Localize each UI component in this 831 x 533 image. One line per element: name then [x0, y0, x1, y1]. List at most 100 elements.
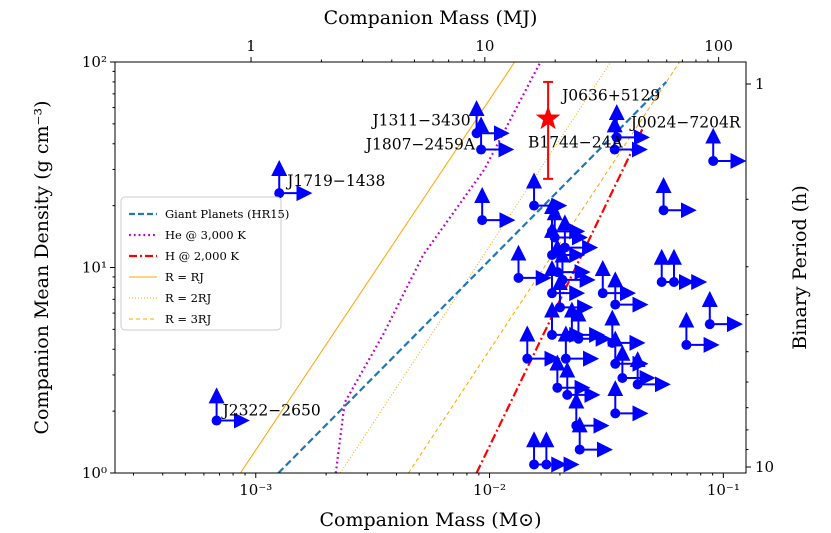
lower-limit-point [538, 431, 580, 473]
legend-label: Giant Planets (HR15) [165, 207, 289, 221]
r-1rj-curve [240, 62, 516, 473]
lower-limit-point [559, 361, 601, 403]
lower-limit-point [568, 392, 610, 434]
lower-limit-point [570, 305, 612, 347]
point-marker [610, 358, 621, 369]
lower-limit-point [705, 127, 747, 169]
point-marker [559, 242, 570, 253]
point-marker [609, 144, 620, 155]
measured-point [535, 80, 561, 180]
lower-limit-point [546, 204, 588, 246]
point-marker [610, 408, 621, 419]
legend: Giant Planets (HR15) He @ 3,000 K H @ 2,00… [120, 196, 289, 331]
lower-limit-point [563, 301, 606, 343]
lower-limit-point [629, 351, 671, 393]
x-tick-label: 10⁻² [473, 481, 506, 499]
point-marker [476, 144, 487, 155]
point-marker [529, 200, 540, 211]
x-axis-label: Companion Mass (M⊙) [319, 509, 541, 531]
point-marker [547, 288, 558, 299]
point-marker [477, 215, 488, 226]
lower-limit-point [549, 354, 591, 396]
lower-limit-point [614, 344, 656, 386]
lower-limit-point [208, 387, 250, 429]
lower-limit-point [607, 330, 649, 372]
legend-box [120, 196, 282, 331]
y-tick-label: 10¹ [82, 259, 107, 277]
lower-limit-point [607, 271, 649, 313]
lower-limit-point [510, 244, 552, 286]
y-tick-label: 10⁰ [82, 464, 107, 482]
y-axis-label: Companion Mean Density (g cm⁻³) [31, 100, 53, 434]
lower-limit-point [606, 116, 648, 158]
y-tick-label: 10² [82, 53, 107, 71]
x-tick-label: 10⁻³ [239, 481, 272, 499]
legend-label: He @ 3,000 K [165, 228, 246, 242]
point-marker [560, 353, 571, 364]
point-label: J1719−1438 [285, 172, 385, 190]
legend-label: R = 3RJ [165, 312, 212, 326]
point-marker [541, 459, 552, 470]
x-top-tick-label: 1 [246, 37, 256, 55]
star-marker [535, 105, 561, 130]
lower-limit-point [604, 309, 646, 351]
point-marker [552, 382, 563, 393]
point-marker [274, 188, 285, 199]
lower-limit-point [701, 290, 743, 333]
point-marker [562, 389, 573, 400]
point-marker [610, 299, 621, 310]
data-points [208, 80, 747, 473]
lower-limit-point [526, 172, 568, 214]
point-label: J2322−2650 [221, 402, 321, 420]
point-marker [658, 205, 669, 216]
lower-limit-point [556, 214, 599, 256]
point-marker [529, 459, 540, 470]
lower-limit-point [271, 159, 313, 202]
point-label: J0024−7204R [629, 113, 742, 131]
point-marker [211, 415, 222, 426]
point-marker [704, 319, 715, 330]
lower-limit-point [474, 186, 516, 229]
point-marker [656, 277, 667, 288]
y-right-tick-label: 1 [755, 75, 765, 93]
lower-limit-point [678, 311, 720, 353]
point-label: J1311−3430 [370, 111, 470, 129]
x-top-tick-label: 100 [704, 37, 733, 55]
point-marker [554, 302, 565, 313]
point-marker [547, 250, 558, 261]
lower-limit-point [468, 100, 510, 142]
point-marker [574, 444, 585, 455]
point-marker [681, 339, 692, 350]
point-marker [708, 155, 719, 166]
x-top-axis-label: Companion Mass (MJ) [324, 7, 538, 29]
y-right-axis-label: Binary Period (h) [789, 185, 811, 350]
x-tick-label: 10⁻¹ [707, 481, 740, 499]
lower-limit-point [655, 177, 697, 219]
r-2rj-curve [339, 62, 612, 473]
point-marker [668, 277, 679, 288]
point-marker [513, 272, 524, 283]
point-marker [573, 333, 584, 344]
lower-limit-point [571, 416, 613, 458]
he-3000k-curve [334, 62, 542, 473]
axes: 10⁻³ 10⁻² 10⁻¹ 1 10 100 10⁰ 10¹ 10² 1 10 Companion … [31, 7, 811, 531]
point-label: J1807−2459A [364, 136, 476, 154]
legend-label: R = 2RJ [165, 291, 212, 305]
point-marker [617, 372, 628, 383]
point-marker [547, 329, 558, 340]
lower-limit-point [594, 259, 636, 302]
pulsar-annotations: J1719−1438 J2322−2650 J1311−3430 J1807−2459… [221, 87, 742, 420]
point-marker [632, 379, 643, 390]
point-label: B1744−24A [528, 134, 624, 152]
point-marker [597, 288, 608, 299]
legend-label: R = RJ [165, 270, 204, 284]
giant-planets-curve [277, 81, 668, 473]
lower-limit-point [473, 116, 515, 158]
point-marker [522, 353, 533, 364]
point-label: J0636+5129 [560, 87, 660, 105]
lower-limit-point [607, 380, 649, 422]
legend-label: H @ 2,000 K [165, 249, 239, 263]
y-right-tick-label: 10 [755, 458, 774, 476]
lower-limit-point [665, 248, 708, 291]
